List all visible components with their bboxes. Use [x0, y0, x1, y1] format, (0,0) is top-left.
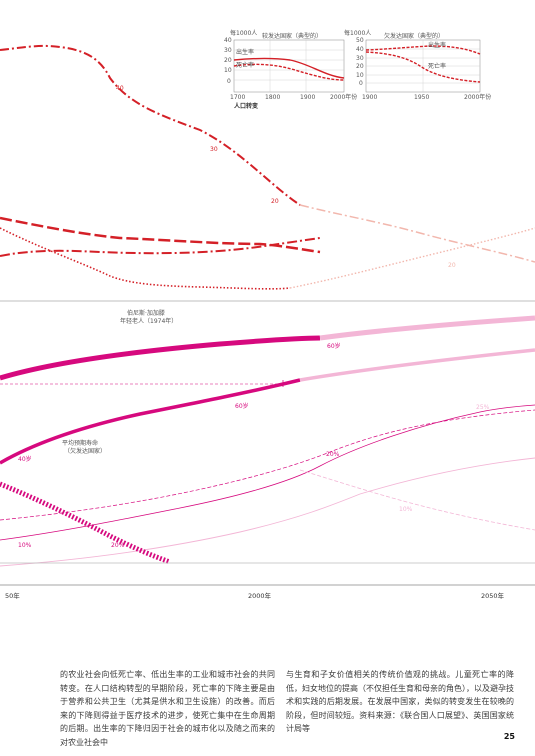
inset-right-ytick: 10 — [356, 72, 364, 79]
inset-left-title: 较发达国家（典型的） — [262, 33, 323, 40]
low-value-label: 10% — [18, 542, 32, 549]
low-dashed-line-1 — [0, 409, 535, 521]
upper-chart — [0, 44, 535, 302]
mid-thick-line-2-pale — [299, 348, 535, 382]
inset-right-title: 欠发达国家（典型的） — [384, 33, 445, 40]
low-value-label: 20% — [111, 542, 125, 549]
inset-right-xtick: 1950 — [414, 94, 430, 101]
x-axis-tick: 2000年 — [248, 592, 272, 600]
inset-left-ytick: 0 — [227, 78, 231, 85]
upper-dashed-line — [0, 216, 321, 254]
upper-dashdot-line — [0, 237, 321, 257]
inset-left-ylabel: 每1000人 — [230, 30, 258, 37]
mid-value-label: 40岁 — [18, 456, 32, 463]
upper-dashdot-curve — [0, 44, 301, 206]
low-dashed-line-2 — [299, 469, 535, 531]
page-number: 25 — [503, 732, 515, 741]
inset-left-chart — [233, 39, 345, 93]
upper-dotted-line — [0, 227, 291, 290]
lower-chart — [0, 404, 535, 586]
low-thin-line-1 — [0, 404, 535, 541]
inset-right-death-line — [365, 51, 481, 83]
inset-right-ytick: 40 — [356, 46, 364, 53]
mid-annotation-line2: 年轻老人（1974年） — [120, 318, 178, 325]
inset-left-legend-birth: 出生率 — [236, 49, 255, 56]
inset-right-birth-line — [365, 45, 481, 55]
body-text-column-2: 与生育和子女价值相关的传统价值观的挑战。儿童死亡率的降低，妇女地位的提高（不仅担… — [286, 670, 514, 734]
inset-right-ylabel: 每1000人 — [344, 30, 372, 37]
mid-thick-line-2 — [0, 378, 301, 465]
inset-left-ytick: 30 — [224, 47, 232, 54]
upper-dotted-pale — [289, 227, 535, 289]
inset-right-chart — [365, 39, 481, 93]
mid-thick-line-1 — [0, 335, 321, 381]
low-thin-line-2 — [0, 457, 535, 567]
mid-value-label: 60岁 — [327, 343, 341, 350]
x-axis-tick: 50年 — [5, 592, 20, 600]
inset-left-xtick: 1900 — [300, 94, 316, 101]
low-value-label: 10% — [399, 506, 413, 513]
inset-right-ytick: 50 — [356, 37, 364, 44]
inset-right-legend-death: 死亡率 — [428, 63, 447, 70]
inset-right-legend-birth: 出生率 — [428, 42, 447, 49]
low-value-label: 20% — [326, 451, 340, 458]
inset-left-legend-death: 死亡率 — [236, 62, 255, 69]
upper-value-label: 20 — [448, 262, 456, 269]
inset-right-ytick: 30 — [356, 55, 364, 62]
inset-right-ytick: 0 — [359, 80, 363, 87]
inset-left-xtick: 1800 — [265, 94, 281, 101]
mid-annotation2-line1: 平均预期寿命 — [62, 440, 99, 447]
low-value-label: 25% — [476, 404, 490, 411]
inset-left-xtick: 2000年份 — [330, 94, 358, 101]
inset-left-birth-line — [233, 57, 345, 79]
inset-right-xtick: 2000年份 — [464, 94, 492, 101]
upper-value-label: 40 — [116, 85, 124, 92]
upper-value-label: 30 — [210, 146, 218, 153]
inset-left-caption: 人口转变 — [234, 103, 259, 110]
inset-left-ytick: 20 — [224, 57, 232, 64]
inset-right-xtick: 1900 — [362, 94, 378, 101]
mid-thick-line-1-pale — [319, 315, 535, 341]
mid-annotation2-line2: （欠发达国家） — [64, 448, 107, 455]
low-dotted-descent — [0, 481, 171, 565]
inset-left-ytick: 40 — [224, 37, 232, 44]
body-text-column-1: 的农业社会向低死亡率、低出生率的工业和城市社会的共同转变。在人口结构转型的早期阶… — [60, 670, 275, 747]
upper-value-label: 20 — [271, 198, 279, 205]
upper-dashdot-pale — [299, 204, 535, 263]
middle-chart — [0, 315, 535, 465]
mid-annotation-line1: 伯尼斯·加加滕 — [127, 310, 165, 317]
figure-canvas — [0, 39, 535, 586]
inset-right-ytick: 20 — [356, 63, 364, 70]
inset-left-xtick: 1700 — [230, 94, 246, 101]
x-axis-tick: 2050年 — [481, 592, 505, 600]
inset-left-death-line — [233, 63, 345, 81]
inset-left-ytick: 10 — [224, 67, 232, 74]
mid-value-label: 60岁 — [235, 403, 249, 410]
